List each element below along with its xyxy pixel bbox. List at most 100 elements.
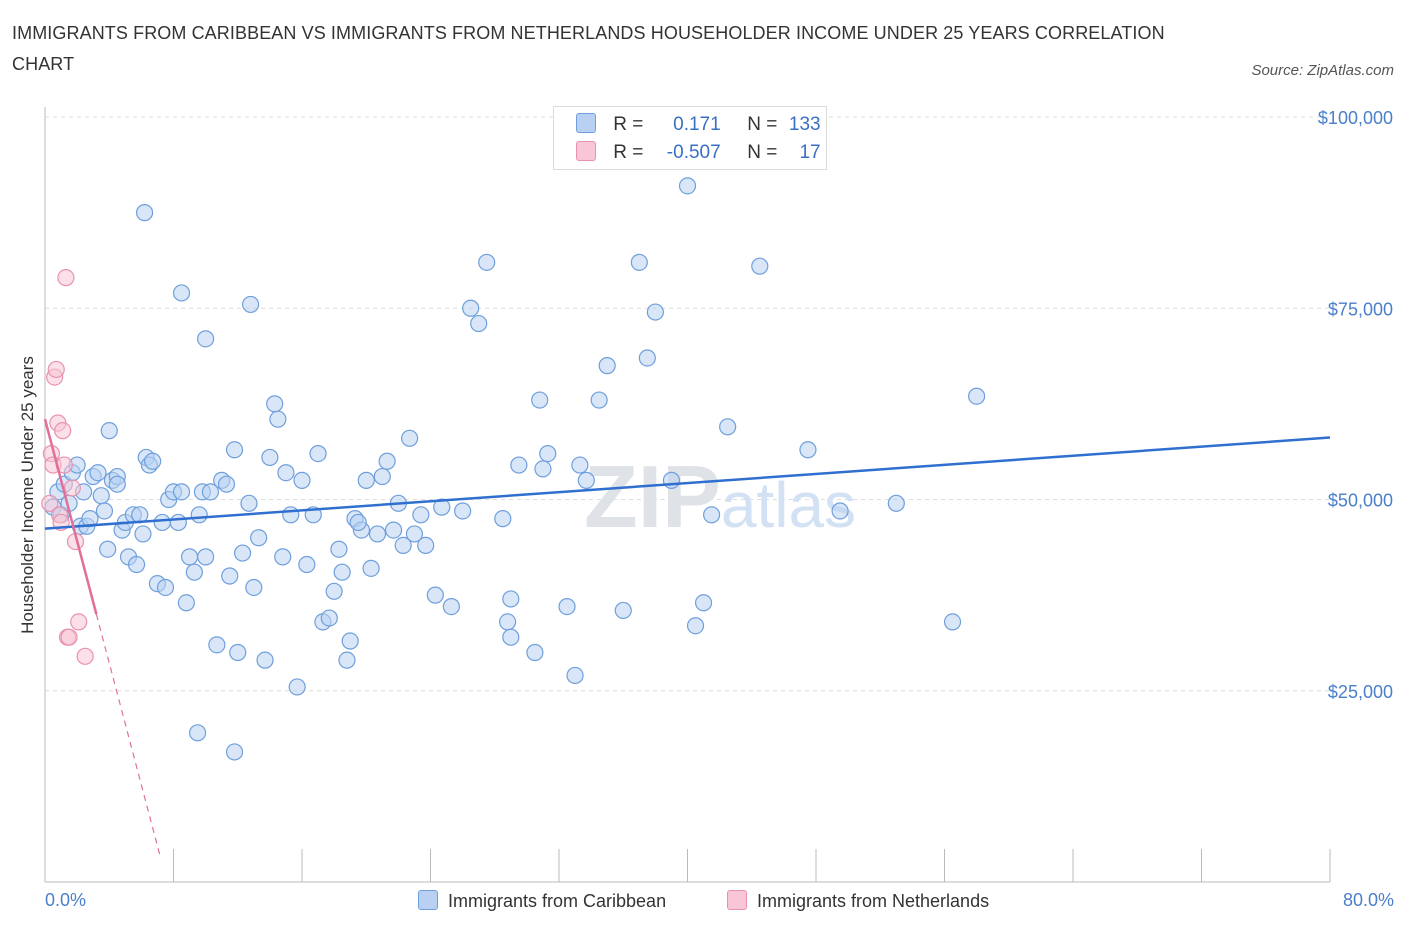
legend-r-value: -0.507 xyxy=(666,142,721,163)
data-point xyxy=(333,563,351,581)
data-point xyxy=(678,177,697,195)
data-point xyxy=(180,548,199,566)
data-point xyxy=(362,559,380,577)
watermark-atlas: atlas xyxy=(721,469,856,541)
source-label: Source: ZipAtlas.com xyxy=(1251,62,1394,79)
data-point xyxy=(185,563,203,581)
data-point xyxy=(197,330,215,348)
data-point xyxy=(95,502,114,520)
data-point xyxy=(462,299,480,317)
data-point xyxy=(638,349,656,367)
data-point xyxy=(60,628,78,646)
data-point xyxy=(502,590,520,608)
data-point xyxy=(153,513,171,532)
data-point xyxy=(288,678,306,696)
legend-r-label: R = xyxy=(613,114,644,135)
data-point xyxy=(127,555,146,574)
caribbean-swatch-icon xyxy=(576,113,596,133)
legend-r-label: R = xyxy=(613,142,644,163)
chart-title: IMMIGRANTS FROM CARIBBEAN VS IMMIGRANTS … xyxy=(12,23,1165,74)
data-point xyxy=(394,536,412,555)
data-point xyxy=(208,636,226,654)
data-point xyxy=(598,357,616,375)
data-point xyxy=(169,513,187,532)
data-point xyxy=(968,387,986,405)
data-point xyxy=(309,445,327,463)
legend-row-netherlands: R = -0.507 N = 17 xyxy=(576,141,821,165)
data-point xyxy=(384,521,403,539)
data-point xyxy=(256,651,274,669)
data-point xyxy=(433,498,451,516)
data-point xyxy=(41,494,59,512)
data-point xyxy=(108,475,126,493)
data-point xyxy=(577,471,595,489)
data-point xyxy=(566,666,584,685)
y-tick-label: $100,000 xyxy=(1318,108,1393,128)
data-point xyxy=(242,295,260,314)
netherlands-trend-extension xyxy=(95,614,162,859)
x-tick-min: 0.0% xyxy=(45,890,87,910)
y-axis-label: Householder Income Under 25 years xyxy=(18,356,37,634)
data-point xyxy=(225,441,244,459)
data-point xyxy=(156,578,175,597)
data-point xyxy=(99,540,117,558)
data-point xyxy=(614,601,632,620)
data-point xyxy=(338,651,356,669)
legend-n-value: 133 xyxy=(788,114,821,135)
legend-r-value: 0.171 xyxy=(673,114,721,135)
data-point xyxy=(571,456,589,474)
data-point xyxy=(470,314,488,333)
data-point xyxy=(325,582,343,600)
caribbean-points xyxy=(44,146,986,761)
data-point xyxy=(282,506,300,524)
data-point xyxy=(426,586,444,604)
data-point xyxy=(266,395,284,413)
data-point xyxy=(217,475,236,493)
data-point xyxy=(172,284,191,302)
legend-n-value: 17 xyxy=(799,142,821,163)
data-point xyxy=(590,391,608,409)
legend-row-caribbean: R = 0.171 N = 133 xyxy=(576,113,821,137)
data-point xyxy=(442,597,460,616)
data-point xyxy=(144,452,162,470)
netherlands-swatch-icon xyxy=(727,890,747,910)
x-tick-max: 80.0% xyxy=(1342,890,1394,910)
data-point xyxy=(100,422,118,440)
data-point xyxy=(54,422,72,440)
netherlands-points xyxy=(41,269,94,665)
legend-n-label: N = xyxy=(747,114,778,135)
data-point xyxy=(454,502,472,520)
data-point xyxy=(357,471,375,489)
netherlands-swatch-icon xyxy=(576,141,596,161)
data-point xyxy=(261,448,279,467)
data-point xyxy=(92,487,110,505)
data-point xyxy=(368,525,387,543)
data-point xyxy=(702,506,721,524)
data-point xyxy=(250,529,268,547)
data-point xyxy=(686,617,705,635)
data-point xyxy=(63,479,81,497)
data-point xyxy=(277,464,295,482)
data-point xyxy=(719,418,737,436)
data-point xyxy=(229,643,247,662)
axes xyxy=(44,107,1331,883)
data-point xyxy=(502,628,520,646)
y-tick-label: $75,000 xyxy=(1328,299,1393,319)
bottom-legend-caribbean: Immigrants from Caribbean xyxy=(418,890,666,912)
data-point xyxy=(274,548,292,566)
data-point xyxy=(293,471,311,489)
data-point xyxy=(751,257,769,275)
data-point xyxy=(190,506,208,524)
bottom-legend-netherlands: Immigrants from Netherlands xyxy=(727,890,989,912)
data-point xyxy=(134,525,152,543)
data-point xyxy=(320,609,338,627)
data-point xyxy=(401,429,419,447)
data-point xyxy=(378,452,396,470)
data-point xyxy=(70,613,88,631)
y-tick-label: $50,000 xyxy=(1328,491,1393,511)
trend-lines xyxy=(43,418,1331,859)
data-point xyxy=(47,360,65,379)
caribbean-trend-line xyxy=(44,436,1331,530)
data-point xyxy=(694,594,713,612)
